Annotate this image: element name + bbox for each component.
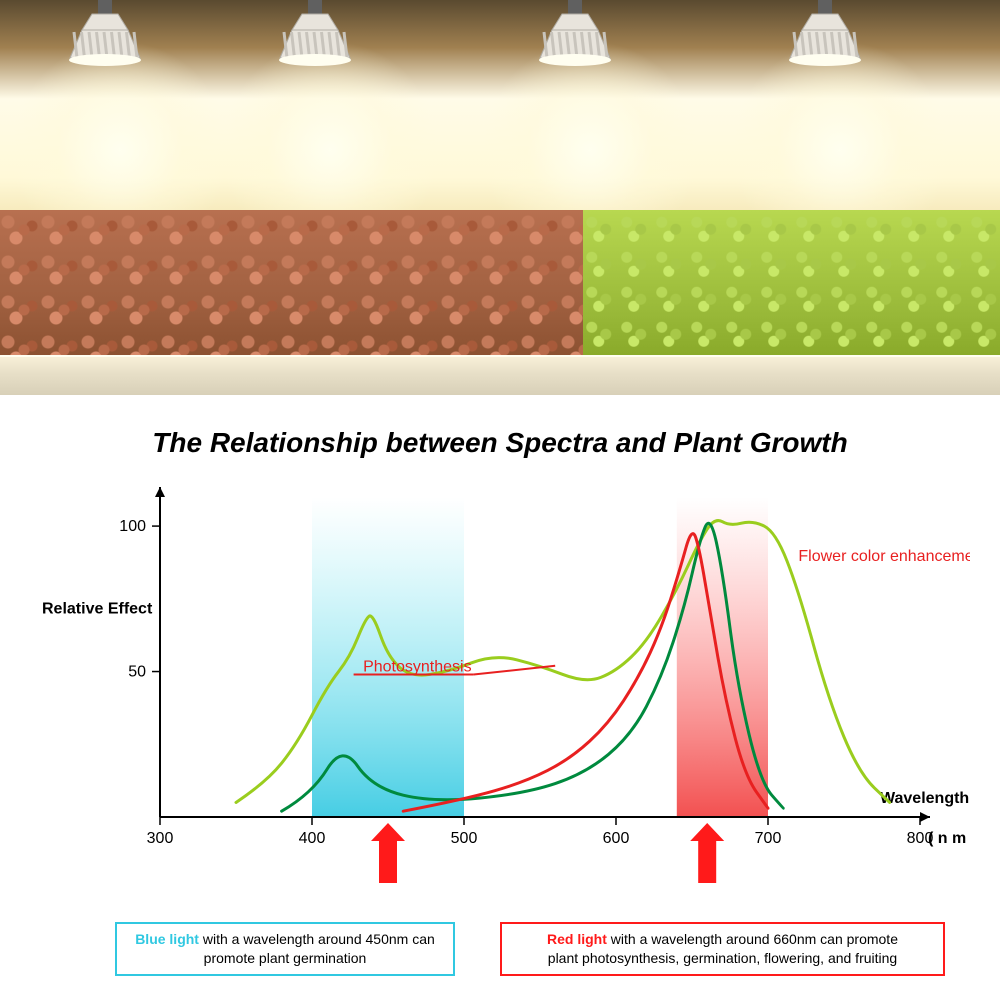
label-photosynthesis: Photosynthesis xyxy=(363,659,472,676)
grow-bulb xyxy=(60,0,150,80)
callout-red-highlight: Red light xyxy=(547,931,607,947)
callout-red-text-2: plant photosynthesis, germination, flowe… xyxy=(548,950,897,966)
grow-bulb xyxy=(270,0,360,80)
green-plants xyxy=(583,210,1000,360)
grow-bulb-icon xyxy=(270,0,360,80)
arrow-blue-up xyxy=(371,823,405,883)
grow-bulb-icon xyxy=(780,0,870,80)
callout-blue: Blue light with a wavelength around 450n… xyxy=(115,922,455,976)
x-tick-label: 600 xyxy=(603,830,630,847)
x-tick-label: 300 xyxy=(147,830,174,847)
x-tick-label: 400 xyxy=(299,830,326,847)
y-axis-arrow xyxy=(155,487,165,497)
y-tick-label: 100 xyxy=(119,518,146,535)
chart-title: The Relationship between Spectra and Pla… xyxy=(30,427,970,459)
plant-row xyxy=(0,210,1000,360)
callout-red-text-1: with a wavelength around 660nm can promo… xyxy=(607,931,898,947)
product-photo xyxy=(0,0,1000,395)
grow-bulb xyxy=(780,0,870,80)
callout-blue-text-1: with a wavelength around 450nm can xyxy=(199,931,435,947)
callout-blue-text-2: promote plant germination xyxy=(204,950,367,966)
label-flower-enhancement: Flower color enhancement xyxy=(798,548,970,565)
y-axis-label: Relative Effect xyxy=(42,600,153,617)
grow-bulb-icon xyxy=(60,0,150,80)
label-photosynthesis-leader xyxy=(474,666,556,675)
arrow-red-up xyxy=(690,823,724,883)
blue-band xyxy=(312,497,464,817)
grow-bulb xyxy=(530,0,620,80)
red-band xyxy=(677,497,768,817)
callout-blue-highlight: Blue light xyxy=(135,931,199,947)
x-tick-label: 700 xyxy=(755,830,782,847)
grow-bulb-icon xyxy=(530,0,620,80)
x-axis-arrow xyxy=(920,812,930,822)
x-axis-label: Wavelength xyxy=(880,790,969,807)
plot-area: 30040050060070080050100Wavelength( n m )… xyxy=(30,477,970,997)
red-plants xyxy=(0,210,583,360)
shelf xyxy=(0,355,1000,395)
spectrum-chart: 30040050060070080050100Wavelength( n m )… xyxy=(30,477,970,997)
x-axis-unit: ( n m ) xyxy=(928,830,970,847)
callout-red: Red light with a wavelength around 660nm… xyxy=(500,922,945,976)
y-tick-label: 50 xyxy=(128,664,146,681)
x-tick-label: 500 xyxy=(451,830,478,847)
chart-panel: The Relationship between Spectra and Pla… xyxy=(0,395,1000,1000)
